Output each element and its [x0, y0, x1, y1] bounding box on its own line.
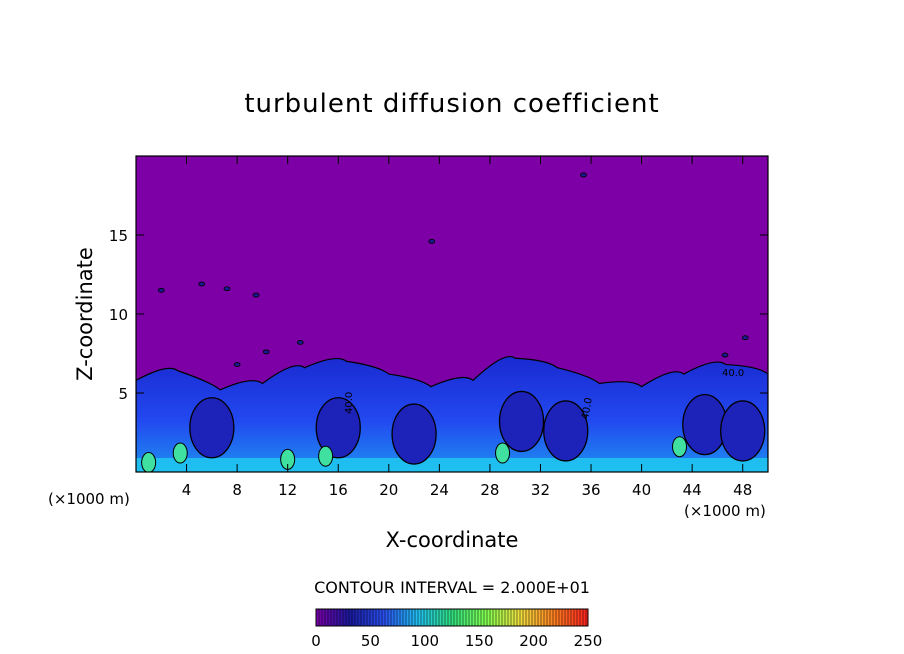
eddy-core	[189, 397, 235, 459]
y-tick-label: 10	[109, 306, 128, 324]
x-tick-label: 36	[581, 481, 600, 499]
x-tick-label: 4	[182, 481, 192, 499]
y-axis-ticks: 5 10 15	[109, 227, 768, 403]
high-value-pocket	[172, 442, 188, 464]
colorbar-tick-label: 50	[361, 632, 380, 650]
contour-speck	[262, 349, 270, 355]
contour-speck	[721, 352, 729, 358]
x-tick-label: 12	[278, 481, 297, 499]
eddy-core	[498, 390, 545, 453]
eddy-core	[720, 400, 766, 462]
eddy-core	[682, 393, 728, 456]
colorbar-tick-label: 150	[465, 632, 494, 650]
high-value-pocket	[141, 452, 157, 472]
x-tick-label: 16	[329, 481, 348, 499]
contour-labels: 40.0 40.0 40.0	[344, 368, 744, 421]
y-axis-label: Z-coordinate	[73, 247, 97, 381]
colorbar-tick-label: 0	[311, 632, 321, 650]
x-axis-ticks: 4 8 12 16 20 24 28 32 36 40 44 48	[182, 156, 752, 499]
surface-layer	[136, 458, 768, 472]
contour-label: 40.0	[344, 392, 355, 414]
eddy-core	[315, 397, 361, 459]
x-tick-label: 28	[480, 481, 499, 499]
contour-label: 40.0	[580, 397, 595, 421]
x-tick-label: 40	[632, 481, 651, 499]
colorbar	[315, 608, 589, 627]
high-value-pocket	[672, 436, 688, 458]
colorbar-tick-label: 250	[574, 632, 603, 650]
contour-speck	[233, 362, 241, 367]
x-tick-label: 48	[733, 481, 752, 499]
plot-area	[136, 156, 768, 472]
high-value-pocket	[495, 442, 511, 464]
contour-label: 40.0	[722, 368, 744, 379]
colorbar-frame	[315, 608, 589, 627]
contour-speck	[428, 238, 436, 244]
chart-title: turbulent diffusion coefficient	[244, 89, 659, 119]
high-value-pocket	[318, 445, 334, 467]
x-tick-label: 8	[232, 481, 242, 499]
contour-speck	[296, 340, 304, 345]
x-unit-left: (×1000 m)	[48, 490, 130, 508]
eddy-cores	[141, 390, 766, 472]
y-tick-label: 5	[118, 385, 128, 403]
contour-speck	[223, 286, 231, 292]
y-tick-label: 15	[109, 227, 128, 245]
eddy-core	[391, 403, 437, 465]
contour-speck	[580, 172, 587, 178]
x-tick-label: 32	[531, 481, 550, 499]
turbulent-layer-fill	[136, 356, 768, 472]
contour-interval-label: CONTOUR INTERVAL = 2.000E+01	[314, 578, 590, 597]
x-unit-right: (×1000 m)	[684, 502, 766, 520]
colorbar-tick-label: 200	[519, 632, 548, 650]
x-tick-label: 24	[430, 481, 449, 499]
contour-speck	[198, 281, 206, 287]
contour-speck	[157, 287, 165, 293]
colorbar-tick-label: 100	[410, 632, 439, 650]
eddy-core	[543, 400, 589, 462]
contour-speck	[741, 335, 749, 341]
x-tick-label: 20	[379, 481, 398, 499]
contour-speck	[252, 292, 260, 298]
colorbar-tick-labels: 0 50 100 150 200 250	[311, 632, 602, 650]
contour-specks	[157, 172, 749, 367]
x-axis-label: X-coordinate	[386, 528, 519, 552]
x-tick-label: 44	[683, 481, 702, 499]
